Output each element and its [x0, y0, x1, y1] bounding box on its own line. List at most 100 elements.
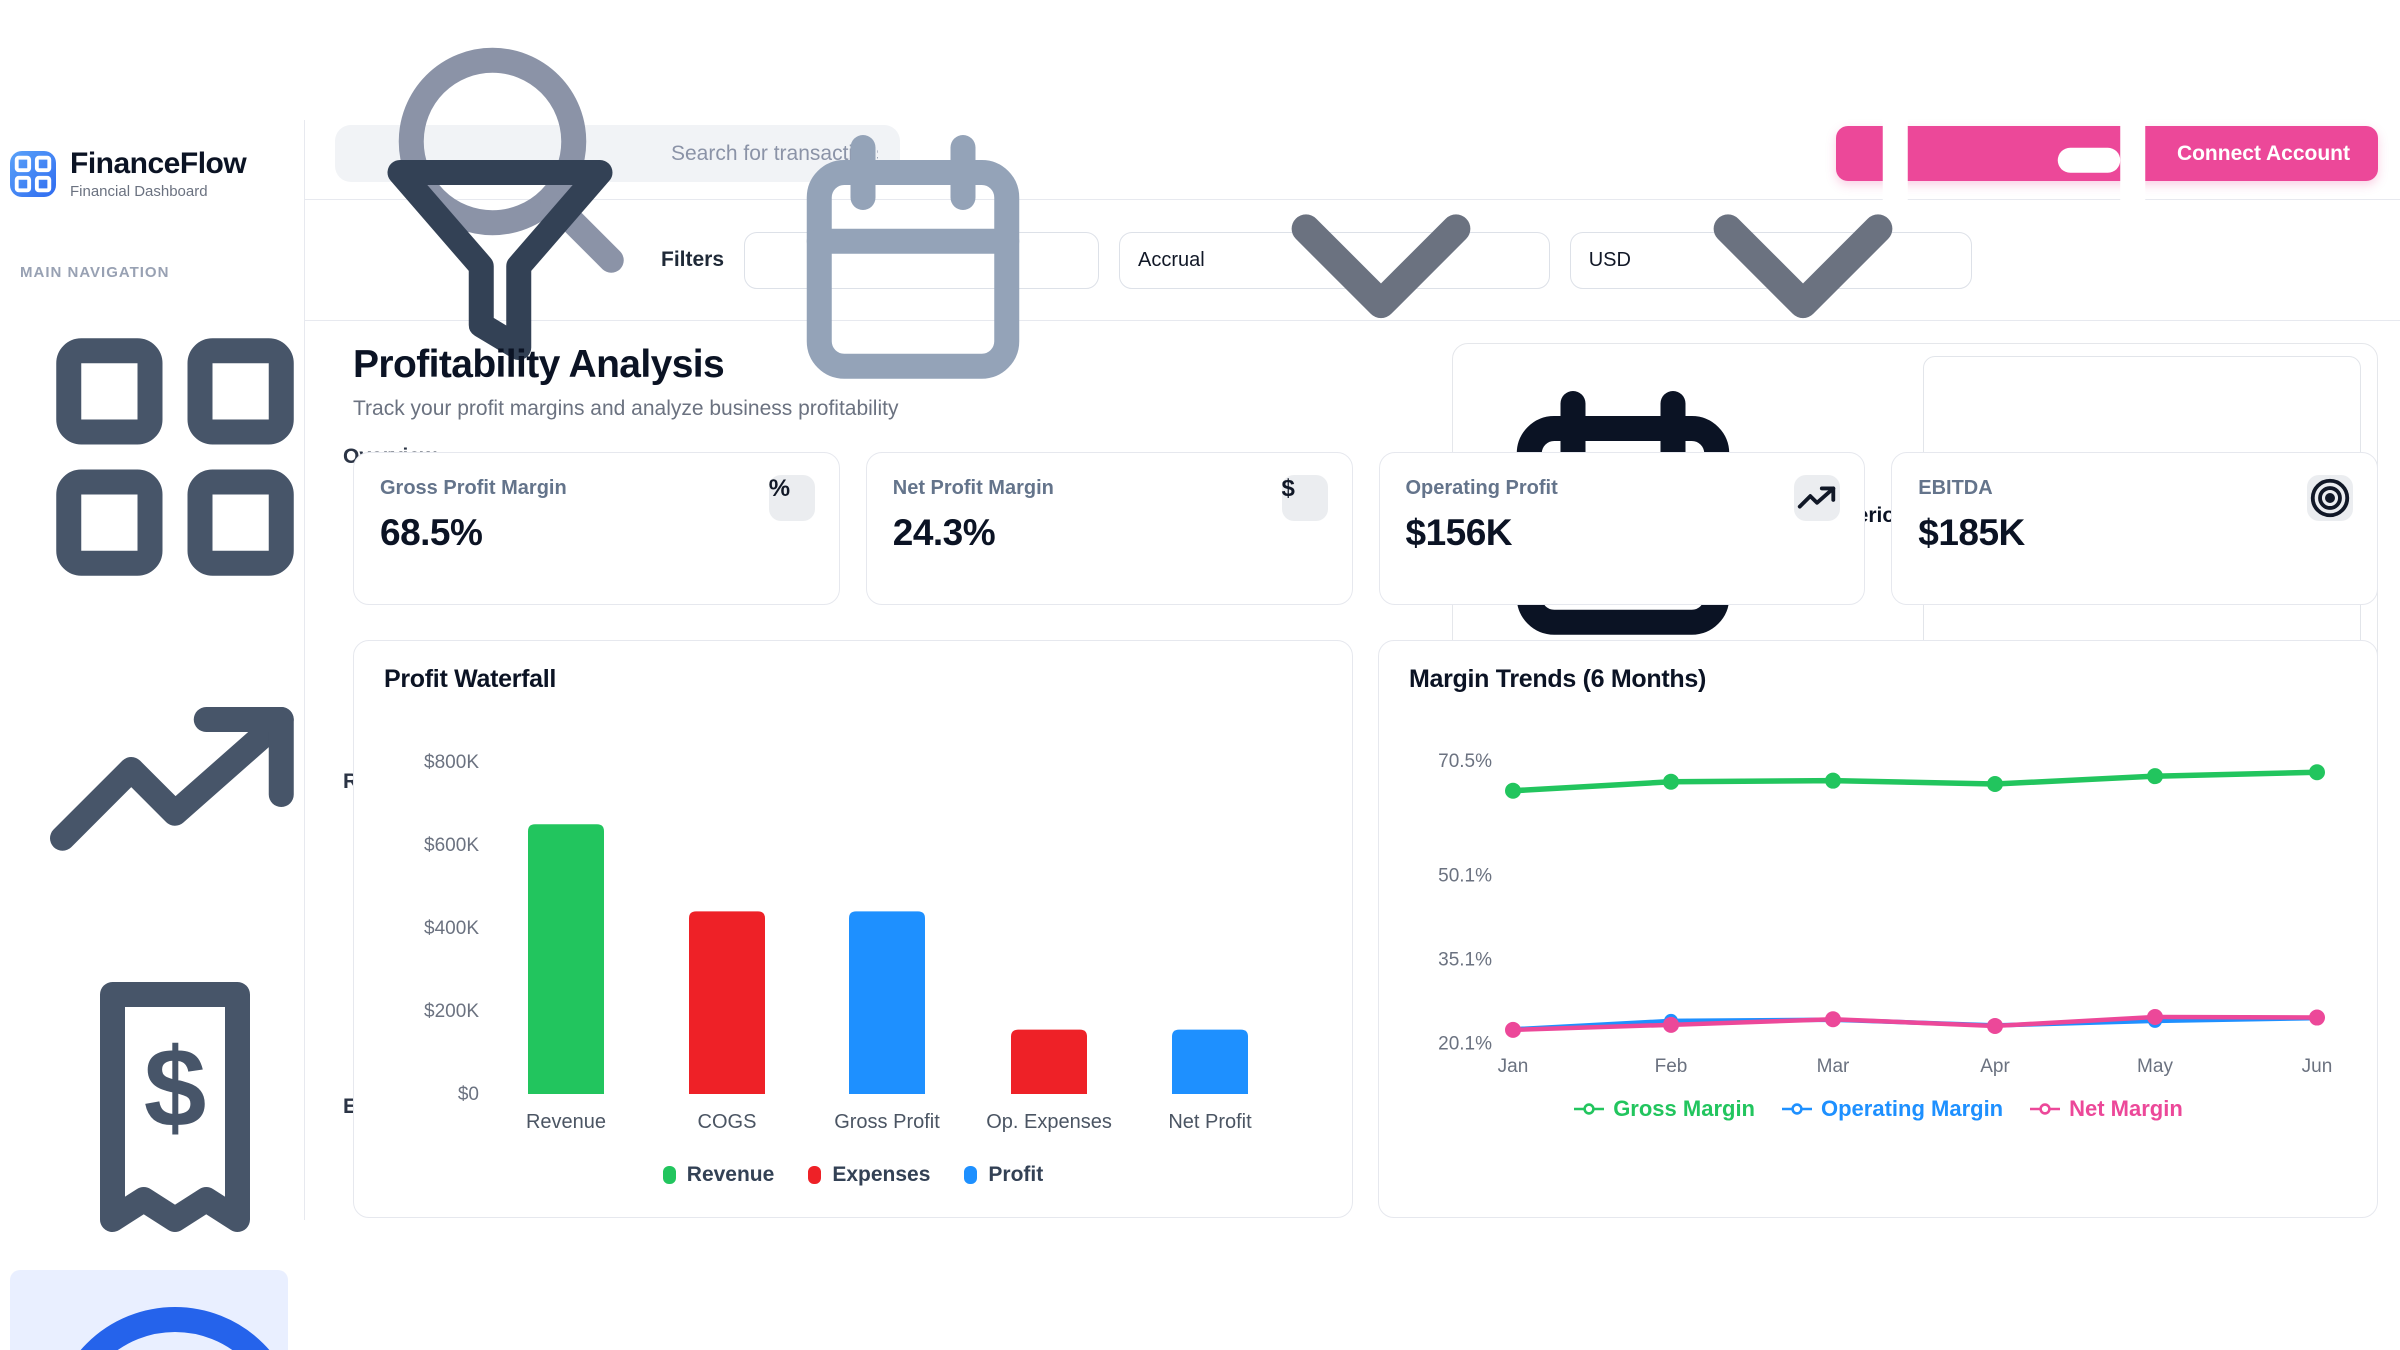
point-gross-margin-jun [2309, 764, 2325, 781]
main-nav-heading: MAIN NAVIGATION [20, 263, 170, 281]
bar-cogs [689, 911, 765, 1094]
wallet-icon [1864, 4, 2164, 304]
funnel-icon [350, 110, 650, 410]
margin-trends-title: Margin Trends (6 Months) [1409, 665, 1706, 693]
grid-icon [25, 307, 325, 607]
legend-marker-icon [1574, 1103, 1605, 1115]
svg-text:Jan: Jan [1498, 1056, 1529, 1077]
legend-swatch [662, 1166, 676, 1184]
kpi-label: Operating Profit [1405, 477, 1558, 499]
kpi-value: $156K [1405, 512, 1513, 553]
legend-label: Operating Margin [1821, 1096, 2004, 1121]
receipt-icon: $ [25, 957, 325, 1257]
svg-text:20.1%: 20.1% [1438, 1033, 1492, 1054]
legend-item: Gross Margin [1573, 1096, 1755, 1122]
svg-text:Net Profit: Net Profit [1168, 1111, 1252, 1133]
kpi-card-gross-profit-margin: Gross Profit Margin 68.5% +2.1% % [353, 452, 840, 789]
svg-text:COGS: COGS [698, 1111, 757, 1133]
svg-text:May: May [2137, 1056, 2173, 1077]
svg-text:Revenue: Revenue [526, 1111, 606, 1133]
sidebar-item-profitability[interactable]: $ Profitability [10, 1269, 288, 1350]
svg-text:Mar: Mar [1817, 1056, 1850, 1077]
point-gross-margin-feb [1663, 773, 1679, 790]
point-gross-margin-may [2147, 768, 2163, 785]
svg-text:$800K: $800K [424, 752, 479, 773]
profit-waterfall-title: Profit Waterfall [384, 665, 557, 693]
currency-select[interactable]: USD [1569, 214, 1972, 319]
date-range-input[interactable] [1077, 247, 1082, 273]
line-net-margin [1510, 1014, 2320, 1033]
currency-value: USD [1588, 248, 1631, 271]
brand-name: FinanceFlow [70, 147, 247, 180]
svg-text:$0: $0 [458, 1084, 479, 1105]
trend-up-icon [1794, 475, 1841, 521]
bar-revenue [528, 824, 604, 1094]
point-net-margin-jan [1505, 1021, 1521, 1038]
kpi-value: 24.3% [892, 512, 996, 553]
svg-text:$400K: $400K [424, 918, 479, 939]
filters-toggle[interactable]: Filters [350, 110, 724, 410]
main-content: Connect Account Filters Accrual USD [305, 30, 2400, 1220]
svg-text:$: $ [144, 1023, 207, 1149]
sidebar-item-expenses[interactable]: $ Expenses [10, 945, 441, 1269]
kpi-value: $185K [1918, 512, 2025, 553]
filters-label: Filters [661, 248, 725, 271]
legend-label: Profit [988, 1163, 1044, 1186]
connect-account-button[interactable]: Connect Account [1835, 30, 2378, 254]
dollar-circle-icon: $ [25, 1282, 325, 1350]
line-gross-margin [1510, 769, 2320, 794]
date-range-field[interactable] [744, 135, 1100, 379]
page-title: Profitability Analysis [353, 343, 725, 386]
point-net-margin-apr [1987, 1017, 2003, 1034]
dollar-icon: $ [1281, 475, 1328, 521]
profit-waterfall-card: Profit Waterfall $800K $600K $400K $200K $0 R… [353, 640, 1353, 1218]
kpi-label: Net Profit Margin [892, 477, 1054, 499]
point-net-margin-may [2147, 1008, 2163, 1025]
profit-waterfall-chart: $800K $600K $400K $200K $0 Revenue COGS Gross P… [424, 752, 1252, 1133]
point-gross-margin-jan [1505, 782, 1521, 799]
svg-text:Apr: Apr [1980, 1056, 2010, 1077]
point-net-margin-mar [1825, 1011, 1841, 1028]
sidebar-item-overview[interactable]: Overview [10, 295, 436, 619]
margin-trends-chart: 70.5% 50.1% 35.1% 20.1% Jan Feb Mar Apr May Jun [1438, 751, 2333, 1077]
point-net-margin-jun [2309, 1009, 2325, 1026]
margin-trends-card: Margin Trends (6 Months) 70.5% 50.1% 35.1%… [1378, 640, 2378, 1218]
target-icon [2307, 475, 2353, 521]
legend-swatch [964, 1166, 978, 1184]
kpi-card-ebitda: EBITDA $185K +8.2% [1891, 452, 2378, 789]
brand-subtitle: Financial Dashboard [70, 182, 208, 200]
page-header: Profitability Analysis Track your profit… [305, 321, 2400, 689]
calendar-icon [763, 110, 1063, 410]
connect-account-label: Connect Account [2176, 141, 2350, 165]
trend-up-icon [25, 632, 325, 932]
legend-swatch [808, 1166, 822, 1184]
app-window: FinanceFlow Financial Dashboard MAIN NAV… [0, 30, 2400, 1350]
svg-text:50.1%: 50.1% [1438, 865, 1492, 886]
legend-label: Expenses [832, 1163, 931, 1186]
svg-text:$600K: $600K [424, 835, 479, 856]
bar-net-profit [1172, 1029, 1248, 1094]
accounting-basis-select[interactable]: Accrual [1119, 214, 1550, 319]
point-net-margin-feb [1663, 1016, 1679, 1033]
svg-text:35.1%: 35.1% [1438, 949, 1492, 970]
legend-item: Expenses [808, 1163, 930, 1187]
kpi-label: EBITDA [1918, 477, 1993, 499]
kpi-row: Gross Profit Margin 68.5% +2.1% % Net Pr… [305, 452, 2400, 789]
sidebar-item-revenue[interactable]: Revenue [10, 620, 431, 944]
svg-text:Jun: Jun [2302, 1056, 2333, 1077]
profit-waterfall-legend: Revenue Expenses Profit [354, 1163, 1352, 1187]
percent-icon: % [768, 475, 815, 521]
legend-label: Gross Margin [1613, 1096, 1755, 1121]
legend-marker-icon [1782, 1103, 1812, 1115]
charts-row: Profit Waterfall $800K $600K $400K $200K $0 R… [305, 605, 2400, 1218]
legend-marker-icon [2030, 1103, 2061, 1115]
svg-text:70.5%: 70.5% [1438, 751, 1492, 772]
kpi-card-net-profit-margin: Net Profit Margin 24.3% +1.8% $ [865, 452, 1353, 789]
legend-item: Profit [964, 1163, 1043, 1187]
main-nav: Overview Revenue $ Expenses $ Profitabil… [10, 295, 441, 1350]
chevron-down-icon [1653, 110, 1953, 410]
legend-label: Net Margin [2069, 1096, 2183, 1121]
legend-label: Revenue [686, 1163, 775, 1186]
kpi-label: Gross Profit Margin [380, 477, 567, 499]
chevron-down-icon [1231, 110, 1531, 410]
